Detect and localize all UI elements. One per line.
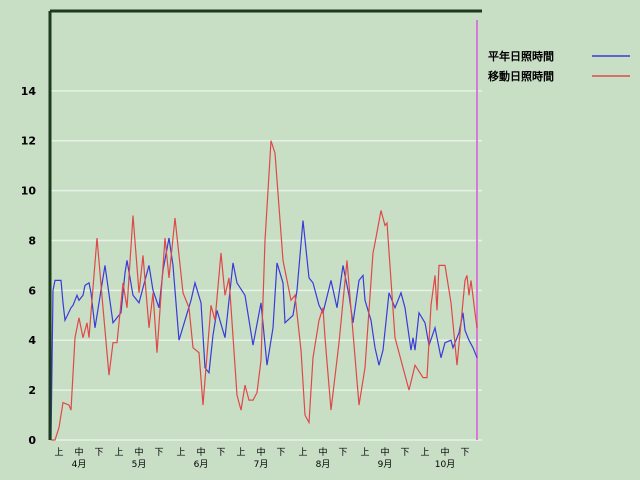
x-month-label: 7月 xyxy=(254,459,269,470)
x-dekad-label: 中 xyxy=(318,446,327,458)
x-dekad-label: 上 xyxy=(176,447,185,458)
x-dekad-label: 中 xyxy=(440,446,449,458)
y-tick-label: 4 xyxy=(28,334,36,347)
x-dekad-label: 上 xyxy=(360,447,369,458)
y-axis-ticks: 0 2 4 6 8 10 12 14 xyxy=(21,85,37,447)
x-month-label: 10月 xyxy=(435,459,455,470)
y-tick-label: 14 xyxy=(21,85,37,98)
gridlines xyxy=(51,90,482,441)
legend-label-moving: 移動日照時間 xyxy=(488,69,554,83)
y-tick-label: 12 xyxy=(21,135,36,148)
x-dekad-label: 中 xyxy=(380,446,389,458)
x-month-label: 6月 xyxy=(194,459,209,470)
x-dekad-label: 上 xyxy=(54,447,63,458)
legend: 平年日照時間 移動日照時間 xyxy=(488,49,630,83)
y-tick-label: 6 xyxy=(28,284,36,297)
x-axis-ticks: 上中下4月上中下5月上中下6月上中下7月上中下8月上中下9月上中下10月 xyxy=(54,446,469,470)
x-dekad-label: 下 xyxy=(216,448,225,458)
series-lines xyxy=(50,140,478,441)
x-dekad-label: 下 xyxy=(338,448,347,458)
x-dekad-label: 上 xyxy=(420,447,429,458)
y-tick-label: 0 xyxy=(28,434,36,447)
x-dekad-label: 下 xyxy=(400,448,409,458)
x-month-label: 5月 xyxy=(132,459,147,470)
x-month-label: 9月 xyxy=(378,459,393,470)
x-dekad-label: 下 xyxy=(94,448,103,458)
x-dekad-label: 下 xyxy=(276,448,285,458)
x-dekad-label: 上 xyxy=(114,447,123,458)
series-line-normal xyxy=(50,220,478,441)
x-month-label: 8月 xyxy=(316,459,331,470)
x-dekad-label: 中 xyxy=(134,446,143,458)
plot-frame xyxy=(48,9,482,440)
x-dekad-label: 中 xyxy=(196,446,205,458)
y-tick-label: 2 xyxy=(28,384,36,397)
legend-label-normal: 平年日照時間 xyxy=(488,49,554,63)
x-dekad-label: 下 xyxy=(460,448,469,458)
x-dekad-label: 中 xyxy=(74,446,83,458)
x-month-label: 4月 xyxy=(72,459,87,470)
x-dekad-label: 中 xyxy=(256,446,265,458)
x-dekad-label: 上 xyxy=(298,447,307,458)
y-tick-label: 10 xyxy=(21,185,37,198)
x-dekad-label: 上 xyxy=(236,447,245,458)
y-tick-label: 8 xyxy=(28,234,36,247)
x-dekad-label: 下 xyxy=(154,448,163,458)
series-line-moving xyxy=(51,140,478,441)
